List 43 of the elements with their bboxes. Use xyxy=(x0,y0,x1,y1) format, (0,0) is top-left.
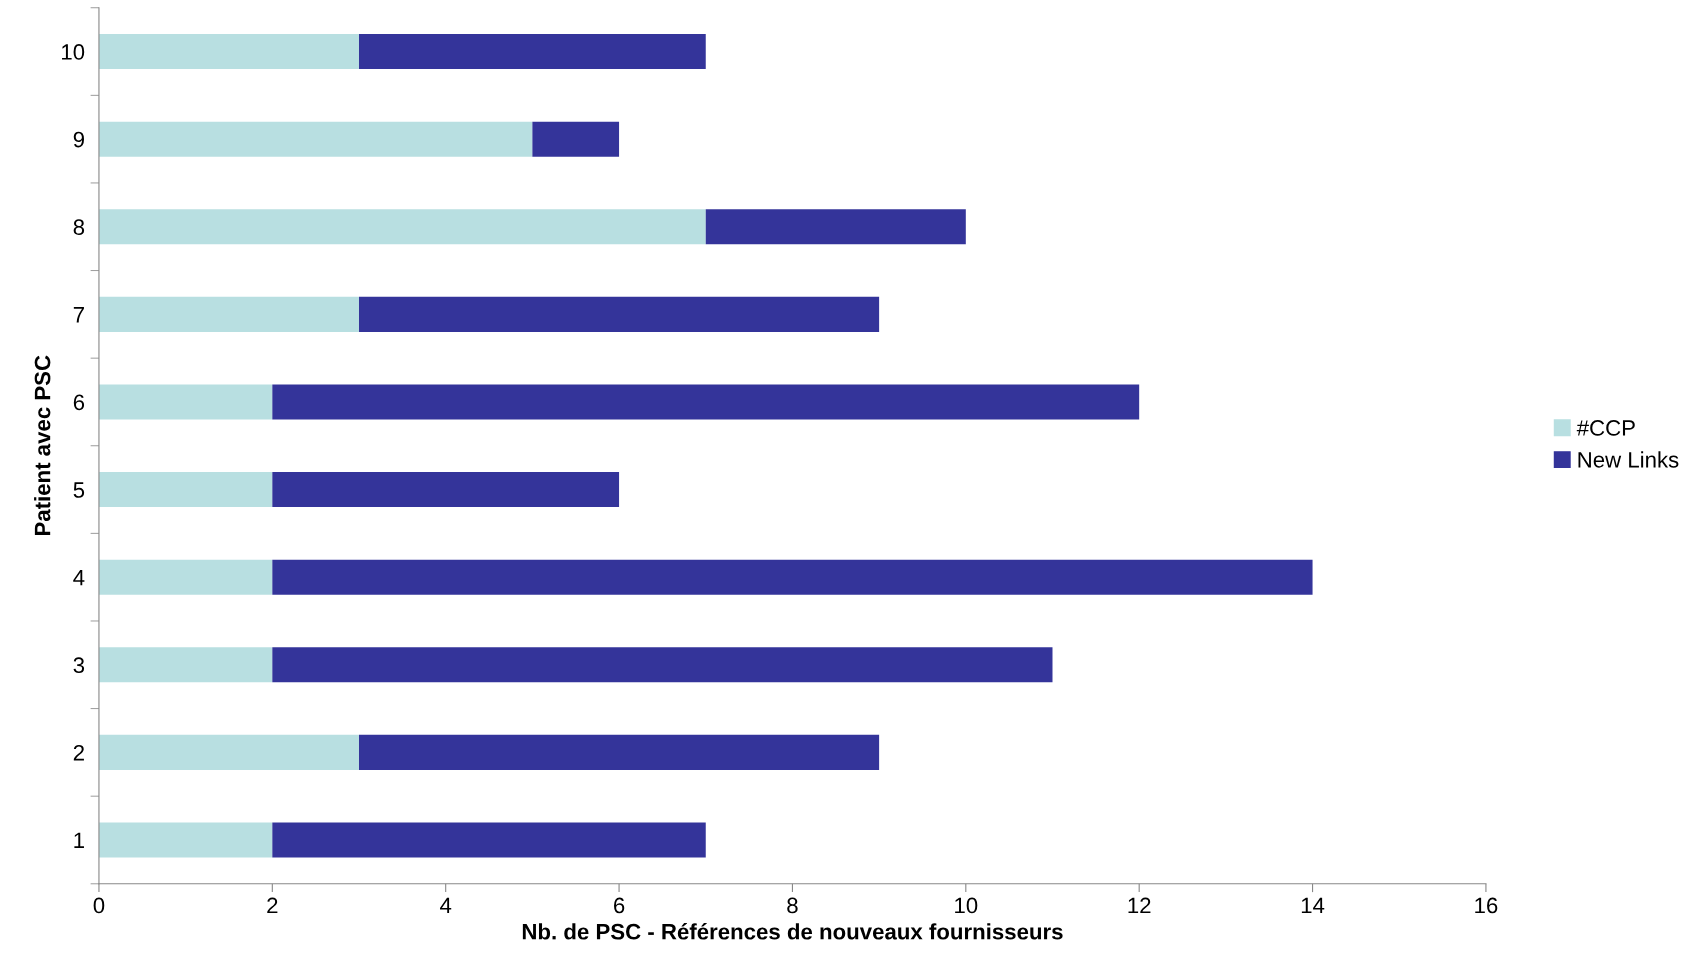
bar xyxy=(359,734,880,770)
y-tick-label: 4 xyxy=(73,569,85,586)
bar xyxy=(705,209,966,245)
y-tick-label: 8 xyxy=(73,219,85,236)
bar xyxy=(98,384,273,420)
y-tick-label: 5 xyxy=(73,482,85,498)
bar xyxy=(272,384,1140,420)
y-tick-label: 10 xyxy=(62,44,85,60)
bar xyxy=(532,121,620,157)
bar xyxy=(359,296,880,332)
bar xyxy=(98,34,360,70)
bar xyxy=(272,822,706,858)
bar xyxy=(272,559,1313,595)
bar xyxy=(98,647,273,683)
bar xyxy=(98,822,273,858)
bar xyxy=(359,34,706,70)
bar xyxy=(98,559,273,595)
legend-label: New Links xyxy=(1578,451,1679,468)
x-tick-label: 14 xyxy=(1301,897,1325,914)
x-tick-label: 12 xyxy=(1128,897,1151,914)
y-tick-label: 6 xyxy=(73,394,85,411)
x-tick-label: 10 xyxy=(955,897,978,914)
y-tick-label: 1 xyxy=(74,832,84,849)
y-tick-label: 7 xyxy=(73,307,84,323)
y-tick-label: 2 xyxy=(73,744,84,761)
x-tick-label: 2 xyxy=(267,897,278,914)
y-tick-label: 9 xyxy=(73,131,85,148)
bar xyxy=(98,121,533,157)
y-tick-label: 3 xyxy=(73,657,85,674)
x-tick-label: 6 xyxy=(614,897,625,914)
x-tick-label: 4 xyxy=(440,897,452,914)
bar xyxy=(98,296,360,332)
bar xyxy=(272,472,620,508)
x-tick-label: 8 xyxy=(787,897,798,914)
bar xyxy=(272,647,1053,683)
legend-label: #CCP xyxy=(1576,420,1635,436)
bar xyxy=(98,734,360,770)
x-axis-title: Nb. de PSC - Références de nouveaux fournisseurs xyxy=(522,923,1063,940)
bar xyxy=(98,472,273,508)
x-tick-label: 0 xyxy=(93,897,105,914)
y-axis-title: Patient avec PSC xyxy=(34,355,51,536)
x-tick-label: 16 xyxy=(1475,897,1498,914)
bar xyxy=(98,209,706,245)
